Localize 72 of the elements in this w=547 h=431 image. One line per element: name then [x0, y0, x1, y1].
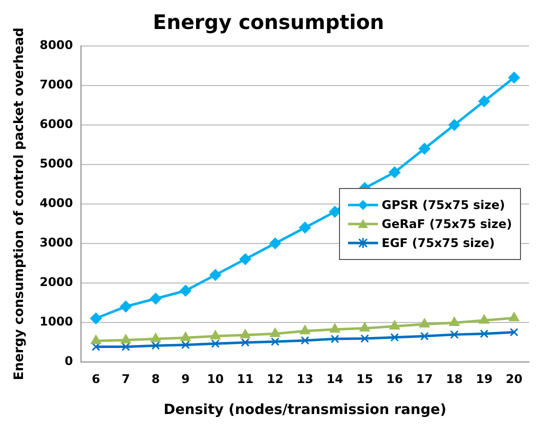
x-axis-title: Density (nodes/transmission range)	[164, 402, 446, 418]
point	[210, 330, 220, 340]
point	[420, 332, 429, 340]
point	[269, 238, 281, 250]
point	[508, 72, 520, 84]
point	[240, 338, 250, 347]
y-tick-label: 6000	[40, 117, 73, 132]
point	[180, 284, 192, 296]
point	[449, 316, 460, 326]
x-tick-label: 15	[356, 372, 374, 386]
point	[210, 269, 222, 281]
point	[270, 337, 280, 346]
point	[180, 332, 191, 341]
x-tick-label: 11	[236, 372, 254, 386]
point	[299, 222, 311, 234]
point	[419, 318, 430, 328]
legend-label: GeRaF (75x75 size)	[382, 217, 512, 231]
point	[418, 142, 430, 154]
point	[388, 166, 400, 178]
legend-label: GPSR (75x75 size)	[382, 198, 505, 212]
point	[90, 335, 102, 344]
x-tick-label: 9	[181, 372, 190, 386]
x-tick-label: 14	[326, 372, 344, 386]
y-tick-label: 3000	[40, 236, 73, 250]
x-tick-label: 10	[207, 372, 224, 386]
x-tick-label: 12	[266, 372, 284, 386]
y-tick-label: 1000	[40, 314, 73, 328]
y-tick-label: 7000	[40, 78, 73, 92]
point	[330, 324, 340, 333]
point	[120, 300, 132, 312]
point	[90, 312, 102, 324]
y-tick-label: 8000	[40, 38, 73, 52]
x-tick-label: 18	[446, 372, 463, 386]
point	[151, 341, 160, 350]
point	[150, 292, 162, 304]
point	[211, 339, 220, 348]
point	[240, 329, 250, 338]
point	[510, 328, 518, 336]
point	[450, 330, 459, 339]
x-tick-label: 20	[506, 372, 522, 386]
point	[330, 334, 340, 344]
legend-label: EGF (75x75 size)	[382, 236, 495, 250]
x-tick-label: 6	[92, 372, 100, 386]
x-tick-label: 7	[122, 372, 130, 386]
point	[270, 328, 280, 338]
point	[120, 334, 131, 344]
y-tick-label: 0	[64, 354, 73, 368]
point	[122, 342, 130, 352]
point	[508, 312, 520, 322]
x-tick-label: 17	[416, 372, 433, 386]
point	[360, 334, 370, 343]
point	[448, 119, 460, 131]
y-tick-label: 5000	[40, 156, 73, 171]
x-tick-label: 8	[151, 372, 160, 386]
point	[240, 253, 252, 265]
point	[478, 96, 490, 108]
point	[390, 333, 399, 342]
point	[181, 340, 190, 350]
y-axis-title: Energy consumption of control packet overhead	[12, 28, 28, 380]
chart-title: Energy consumption	[152, 10, 384, 34]
y-tick-label: 2000	[40, 274, 73, 289]
x-tick-label: 16	[386, 372, 403, 386]
point	[390, 320, 400, 330]
point	[480, 329, 488, 338]
point	[479, 314, 490, 324]
x-tick-label: 19	[476, 372, 493, 386]
point	[300, 336, 310, 345]
point	[360, 322, 370, 332]
x-tick-label: 13	[296, 372, 314, 386]
y-tick-label: 4000	[40, 196, 73, 210]
point	[300, 325, 310, 334]
point	[150, 333, 161, 342]
